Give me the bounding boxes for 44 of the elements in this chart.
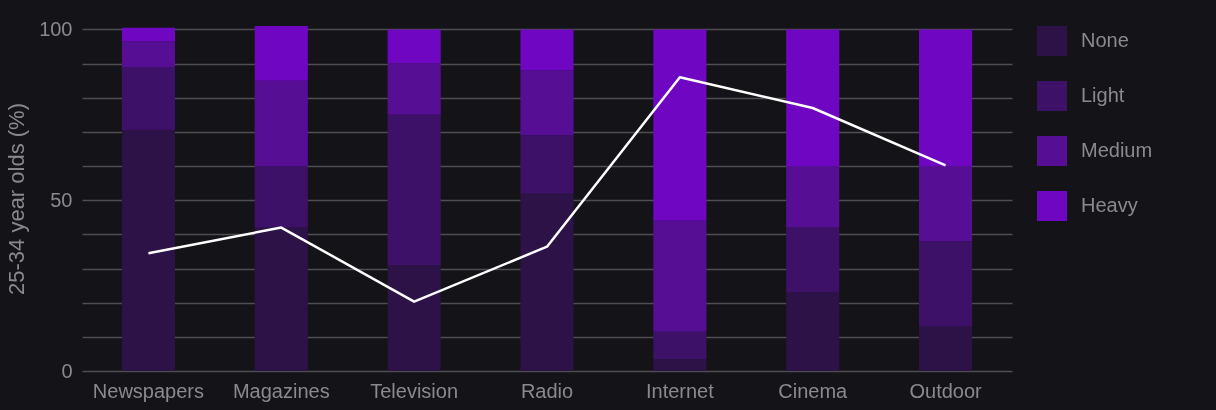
bar xyxy=(653,29,707,221)
bar xyxy=(121,130,175,371)
legend-label: Heavy xyxy=(1081,194,1138,216)
y-axis-title: 25-34 year olds (%) xyxy=(4,103,30,295)
x-tick-label: Newspapers xyxy=(92,379,205,402)
x-tick-label: Internet xyxy=(645,379,715,402)
bar xyxy=(919,166,973,242)
bar xyxy=(254,26,308,81)
bar xyxy=(520,193,574,371)
bar xyxy=(520,135,574,194)
bar xyxy=(121,41,175,67)
y-tick-label: 50 xyxy=(50,188,73,211)
bar xyxy=(121,66,175,131)
legend-label: Medium xyxy=(1081,139,1153,161)
bar xyxy=(786,227,840,293)
legend-label: Light xyxy=(1081,84,1125,106)
x-tick-label: Radio xyxy=(520,379,574,402)
bar xyxy=(786,166,840,228)
y-tick-label: 100 xyxy=(39,17,73,40)
y-tick-label: 0 xyxy=(61,359,73,382)
bar xyxy=(121,27,175,42)
bar xyxy=(387,114,441,266)
bar xyxy=(254,227,308,371)
line-series xyxy=(147,75,947,303)
bar xyxy=(520,70,574,136)
bar xyxy=(387,29,441,64)
x-tick-label: Magazines xyxy=(232,379,330,402)
bar xyxy=(254,166,308,228)
bar xyxy=(786,292,840,371)
legend-label: None xyxy=(1081,29,1129,51)
bar xyxy=(520,29,574,71)
bar xyxy=(387,265,441,371)
bar xyxy=(786,29,840,167)
bar xyxy=(387,63,441,115)
bar xyxy=(919,326,973,371)
x-tick-label: Cinema xyxy=(778,379,849,402)
bar xyxy=(653,331,707,360)
x-tick-label: Outdoor xyxy=(909,379,983,402)
bar xyxy=(653,359,707,371)
bar xyxy=(254,80,308,167)
bar xyxy=(653,220,707,332)
bar xyxy=(919,29,973,167)
x-tick-label: Television xyxy=(370,379,459,402)
bar xyxy=(919,241,973,327)
